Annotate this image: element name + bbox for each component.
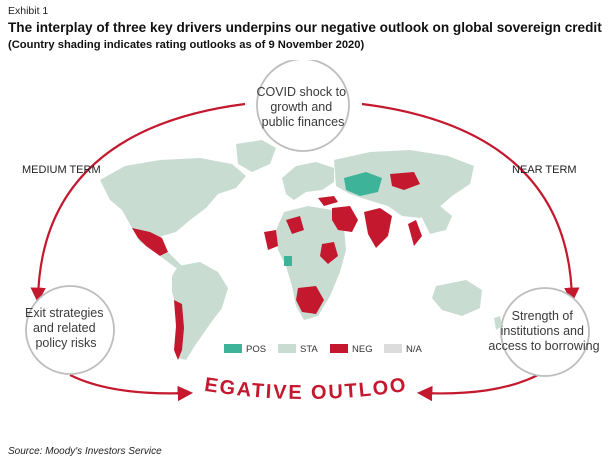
legend: POS STA NEG N/A	[224, 344, 423, 355]
legend-label-sta: STA	[300, 344, 318, 355]
arrow-right-to-outlook	[416, 374, 539, 402]
node-top-line-3: public finances	[262, 115, 345, 129]
arrow-left-to-outlook	[69, 374, 194, 402]
map-north-america	[100, 158, 246, 246]
outlook-diagram: COVID shock to growth and public finance…	[0, 60, 600, 404]
page-title: The interplay of three key drivers under…	[8, 20, 602, 35]
legend-label-pos: POS	[246, 344, 266, 355]
node-left-line-2: and related	[33, 321, 96, 335]
arrow-top-to-right	[361, 102, 580, 304]
map-turkey-neg	[318, 196, 338, 206]
node-top-text: COVID shock to growth and public finance…	[256, 85, 349, 129]
node-left-text: Exit strategies and related policy risks	[25, 306, 107, 350]
near-term-label: NEAR TERM	[512, 164, 577, 176]
map-africa	[276, 206, 346, 320]
map-greenland	[236, 140, 276, 172]
page-subtitle: (Country shading indicates rating outloo…	[8, 39, 365, 51]
map-southeast-asia-neg	[408, 220, 422, 246]
map-kazakhstan-pos	[344, 172, 382, 196]
map-east-asia	[418, 206, 452, 234]
map-mexico	[132, 228, 168, 256]
node-ring-left	[25, 285, 115, 375]
map-new-zealand	[494, 316, 502, 330]
map-north-africa-neg	[286, 216, 304, 234]
node-ring-top	[256, 60, 350, 152]
source-note: Source: Moody's Investors Service	[8, 446, 162, 457]
exhibit-label: Exhibit 1	[8, 5, 49, 17]
map-west-africa-neg	[264, 230, 278, 250]
legend-label-na: N/A	[406, 344, 423, 355]
map-mongolia-neg	[390, 172, 420, 190]
map-middle-east-neg	[332, 206, 358, 232]
node-top-line-2: growth and	[270, 100, 332, 114]
legend-swatch-pos	[224, 344, 242, 353]
map-europe	[282, 162, 334, 200]
map-southern-africa-neg	[296, 286, 324, 314]
node-right-line-2: institutions and	[501, 324, 584, 338]
legend-swatch-neg	[330, 344, 348, 353]
node-left-line-1: Exit strategies	[25, 306, 104, 320]
legend-swatch-sta	[278, 344, 296, 353]
world-map	[100, 140, 502, 360]
map-east-africa-neg	[320, 242, 338, 264]
map-south-asia-neg	[364, 208, 392, 248]
map-west-africa-pos	[284, 256, 292, 266]
legend-swatch-na	[384, 344, 402, 353]
legend-label-neg: NEG	[352, 344, 373, 355]
map-chile-argentina-neg	[174, 300, 184, 360]
map-south-america	[172, 262, 228, 360]
node-right-line-3: access to borrowing	[488, 339, 599, 353]
node-left-line-3: policy risks	[35, 336, 96, 350]
arrow-top-to-left	[30, 102, 246, 304]
node-right-line-1: Strength of	[512, 309, 574, 323]
node-right-text: Strength of institutions and access to b…	[488, 309, 599, 353]
node-ring-right	[500, 287, 590, 377]
map-australia	[432, 280, 482, 316]
medium-term-label: MEDIUM TERM	[22, 164, 101, 176]
node-top-line-1: COVID shock to	[256, 85, 346, 99]
map-central-america	[160, 252, 182, 268]
